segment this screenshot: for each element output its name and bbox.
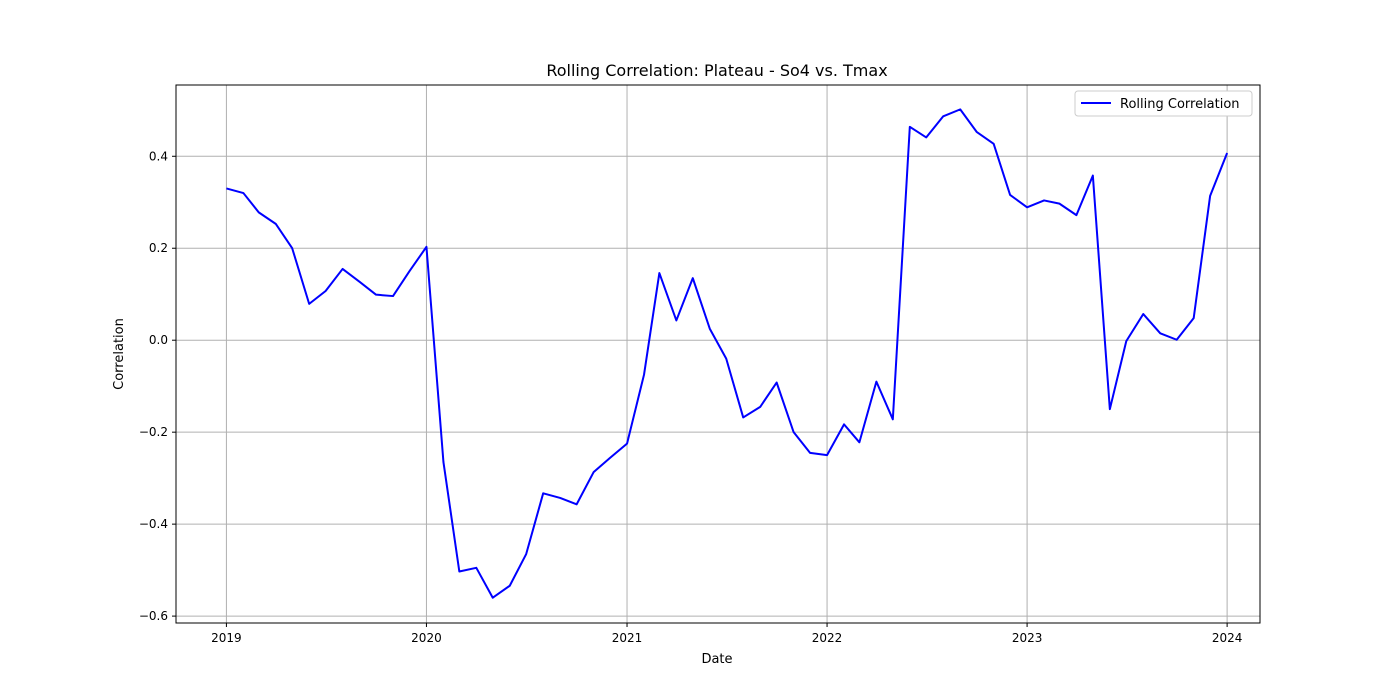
x-axis-label: Date xyxy=(701,652,732,667)
legend-label: Rolling Correlation xyxy=(1120,97,1240,112)
plot-frame xyxy=(175,84,1261,624)
x-tick-label: 2022 xyxy=(812,631,843,645)
y-axis-label: Correlation xyxy=(112,318,127,390)
y-tick-label: 0.0 xyxy=(149,333,168,347)
x-tick-label: 2021 xyxy=(612,631,643,645)
series-line-rolling-correlation xyxy=(226,108,1229,599)
y-tick-label: 0.4 xyxy=(149,149,168,163)
grid-layer xyxy=(176,85,1260,623)
y-tick-label: −0.6 xyxy=(139,609,168,623)
x-tick-label: 2019 xyxy=(211,631,242,645)
y-tick-label: −0.4 xyxy=(139,517,168,531)
x-tick-label: 2023 xyxy=(1012,631,1043,645)
legend-box xyxy=(1074,90,1253,117)
y-tick-label: −0.2 xyxy=(139,425,168,439)
y-tick-label: 0.2 xyxy=(149,241,168,255)
x-axis: 2019 2020 2021 2022 2023 2024 xyxy=(211,623,1242,645)
legend: Rolling Correlation xyxy=(1074,90,1253,117)
chart-title: Rolling Correlation: Plateau - So4 vs. T… xyxy=(546,61,887,80)
x-tick-label: 2020 xyxy=(411,631,442,645)
series-layer xyxy=(226,108,1229,599)
y-axis: −0.6 −0.4 −0.2 0.0 0.2 0.4 xyxy=(139,149,176,623)
x-tick-label: 2024 xyxy=(1212,631,1243,645)
